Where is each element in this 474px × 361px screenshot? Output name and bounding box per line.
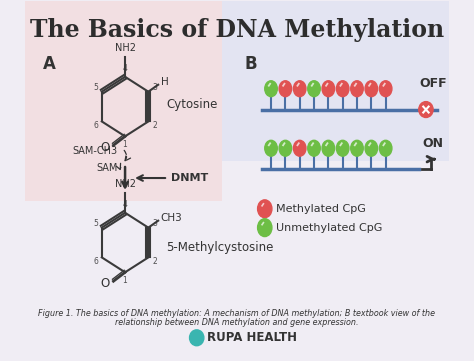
Text: 4: 4 (123, 64, 128, 73)
Text: Methylated CpG: Methylated CpG (275, 204, 365, 214)
Text: Unmethylated CpG: Unmethylated CpG (275, 223, 382, 232)
Ellipse shape (279, 140, 292, 156)
Polygon shape (222, 1, 449, 161)
Text: DNMT: DNMT (171, 173, 208, 183)
Text: 6: 6 (93, 257, 98, 266)
Text: O: O (100, 277, 110, 290)
Text: A: A (44, 55, 56, 73)
Text: The Basics of DNA Methylation: The Basics of DNA Methylation (30, 18, 444, 42)
Ellipse shape (265, 140, 277, 156)
Text: 5-Methylcystosine: 5-Methylcystosine (166, 241, 273, 254)
Text: H: H (161, 77, 169, 87)
Text: 3: 3 (152, 83, 157, 92)
Text: 4: 4 (123, 200, 128, 209)
Ellipse shape (379, 140, 392, 156)
Ellipse shape (257, 200, 272, 218)
Circle shape (419, 101, 433, 117)
Text: Figure 1. The basics of DNA methylation: A mechanism of DNA methylation; B textb: Figure 1. The basics of DNA methylation:… (38, 309, 436, 318)
Ellipse shape (308, 140, 320, 156)
Ellipse shape (379, 81, 392, 97)
Ellipse shape (308, 81, 320, 97)
Text: SAM-CH3: SAM-CH3 (73, 146, 118, 156)
Text: RUPA HEALTH: RUPA HEALTH (207, 331, 297, 344)
Ellipse shape (365, 140, 378, 156)
Text: 3: 3 (152, 219, 157, 228)
Ellipse shape (337, 140, 349, 156)
Ellipse shape (257, 219, 272, 236)
Text: 1: 1 (123, 276, 128, 285)
Text: B: B (244, 55, 257, 73)
Ellipse shape (365, 81, 378, 97)
Ellipse shape (322, 140, 335, 156)
Ellipse shape (351, 140, 363, 156)
Text: 5: 5 (93, 83, 98, 92)
Text: 2: 2 (152, 257, 157, 266)
Text: 6: 6 (93, 121, 98, 130)
Ellipse shape (337, 81, 349, 97)
Text: CH3: CH3 (161, 213, 182, 223)
Polygon shape (25, 1, 222, 201)
Ellipse shape (293, 81, 306, 97)
Ellipse shape (265, 81, 277, 97)
Text: SAM: SAM (97, 163, 118, 173)
Text: Cytosine: Cytosine (166, 98, 218, 111)
Text: 1: 1 (123, 140, 128, 149)
Text: ON: ON (423, 137, 444, 150)
Text: NH2: NH2 (115, 179, 136, 189)
Ellipse shape (293, 140, 306, 156)
Text: 2: 2 (152, 121, 157, 130)
Ellipse shape (279, 81, 292, 97)
Circle shape (190, 330, 204, 346)
Text: NH2: NH2 (115, 43, 136, 53)
Text: OFF: OFF (419, 77, 447, 90)
Text: O: O (100, 141, 110, 154)
Text: relationship between DNA methylation and gene expression.: relationship between DNA methylation and… (115, 318, 359, 327)
Ellipse shape (322, 81, 335, 97)
Text: 5: 5 (93, 219, 98, 228)
Ellipse shape (351, 81, 363, 97)
